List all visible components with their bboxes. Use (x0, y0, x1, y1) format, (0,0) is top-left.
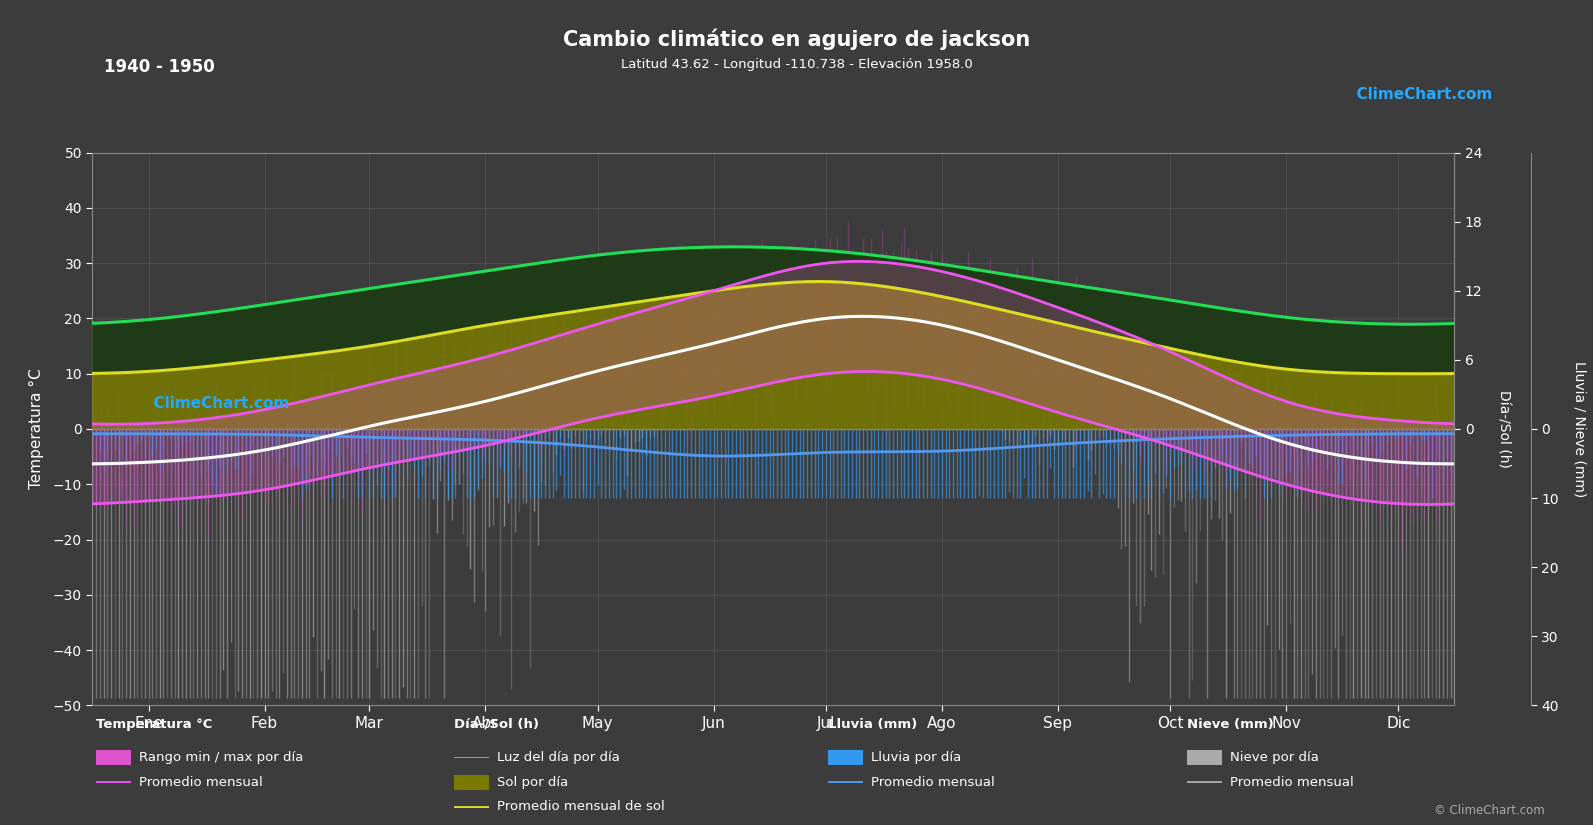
Text: Rango min / max por día: Rango min / max por día (139, 751, 303, 764)
Y-axis label: Temperatura °C: Temperatura °C (29, 369, 45, 489)
Text: ClimeChart.com: ClimeChart.com (1346, 87, 1493, 101)
Text: Nieve (mm): Nieve (mm) (1187, 718, 1273, 731)
Text: Latitud 43.62 - Longitud -110.738 - Elevación 1958.0: Latitud 43.62 - Longitud -110.738 - Elev… (621, 58, 972, 71)
Text: Lluvia por día: Lluvia por día (871, 751, 962, 764)
Text: Nieve por día: Nieve por día (1230, 751, 1319, 764)
Y-axis label: Día-/Sol (h): Día-/Sol (h) (1496, 390, 1510, 468)
Text: Lluvia (mm): Lluvia (mm) (828, 718, 918, 731)
Text: Promedio mensual: Promedio mensual (139, 776, 263, 789)
Text: ClimeChart.com: ClimeChart.com (143, 396, 290, 411)
Text: Luz del día por día: Luz del día por día (497, 751, 620, 764)
Text: Cambio climático en agujero de jackson: Cambio climático en agujero de jackson (562, 29, 1031, 50)
Text: Temperatura °C: Temperatura °C (96, 718, 212, 731)
Text: © ClimeChart.com: © ClimeChart.com (1434, 804, 1545, 817)
Text: Día-/Sol (h): Día-/Sol (h) (454, 718, 538, 731)
Text: Promedio mensual de sol: Promedio mensual de sol (497, 800, 664, 813)
Text: Promedio mensual: Promedio mensual (1230, 776, 1354, 789)
Y-axis label: Lluvia / Nieve (mm): Lluvia / Nieve (mm) (1572, 361, 1587, 497)
Text: Sol por día: Sol por día (497, 776, 569, 789)
Text: Promedio mensual: Promedio mensual (871, 776, 996, 789)
Text: 1940 - 1950: 1940 - 1950 (104, 58, 215, 76)
